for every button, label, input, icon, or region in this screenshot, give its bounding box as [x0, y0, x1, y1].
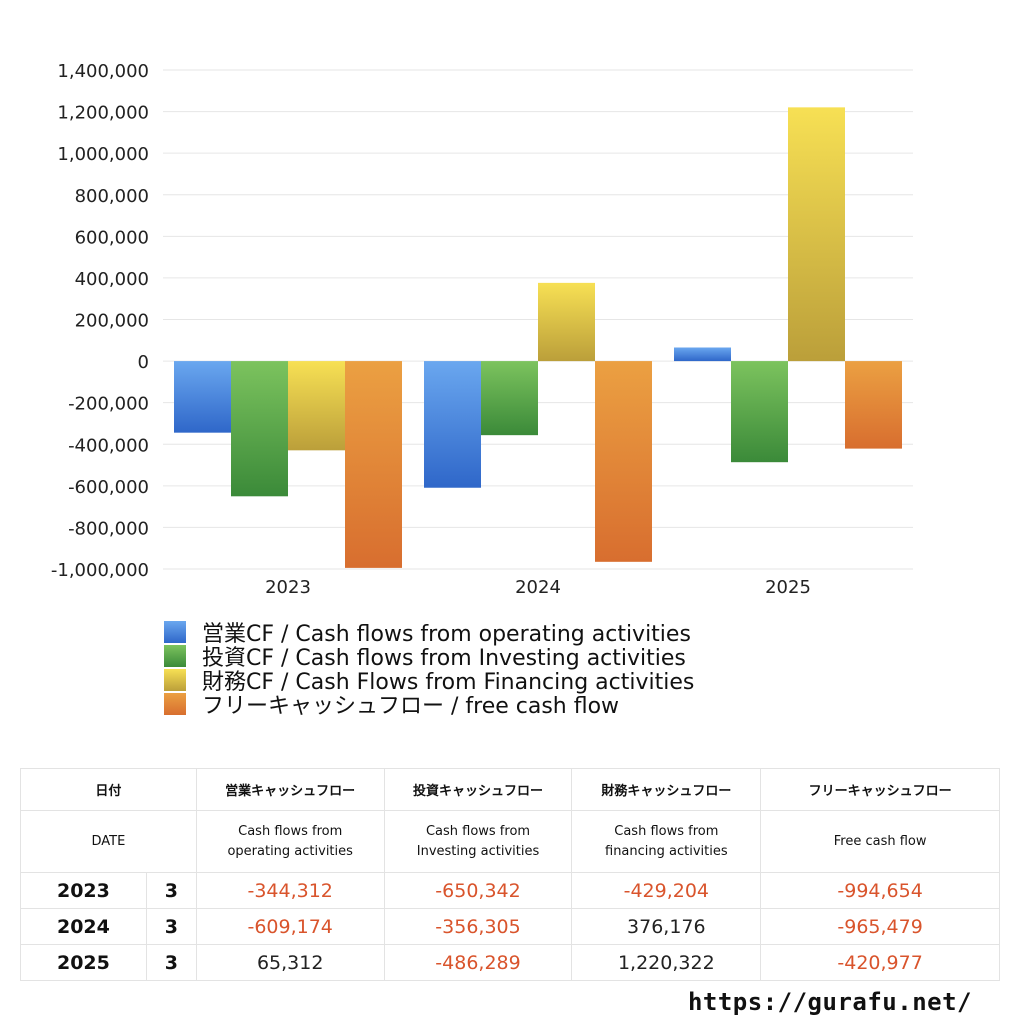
table-row: 2025 3 65,312 -486,289 1,220,322 -420,97…	[20, 944, 1000, 981]
cash-flow-table: 日付 営業キャッシュフロー 投資キャッシュフロー 財務キャッシュフロー フリーキ…	[20, 768, 1000, 981]
row-year: 2024	[20, 908, 147, 945]
header-free-cash-flow-ja: フリーキャッシュフロー	[760, 768, 1000, 811]
y-tick-label: 1,000,000	[57, 144, 149, 165]
bar	[481, 361, 538, 436]
legend-label-free-cash-flow: フリーキャッシュフロー / free cash flow	[202, 694, 620, 719]
x-tick-label: 2023	[265, 577, 311, 598]
table-row: 2023 3 -344,312 -650,342 -429,204 -994,6…	[20, 872, 1000, 909]
header-operating-en-line1: Cash flows from	[238, 823, 343, 839]
row-operating: -609,174	[195, 908, 385, 945]
row-month: 3	[145, 908, 197, 945]
bar	[538, 282, 595, 362]
y-tick-label: 1,400,000	[57, 61, 149, 82]
x-tick-label: 2024	[515, 577, 561, 598]
header-investing-en-line2: Investing activities	[416, 843, 540, 859]
header-financing-en: Cash flows from financing activities	[571, 810, 762, 873]
row-year: 2025	[20, 944, 147, 981]
header-date-en: DATE	[20, 810, 197, 873]
header-financing-en-line1: Cash flows from	[614, 823, 719, 839]
legend-swatch-operating	[164, 621, 186, 643]
bar	[231, 361, 288, 497]
header-free-cash-flow-en: Free cash flow	[760, 810, 1000, 873]
legend-label-financing: 財務CF / Cash Flows from Financing activit…	[202, 670, 695, 695]
row-free-cash-flow: -994,654	[760, 872, 1000, 909]
legend-swatch-free-cash-flow	[164, 693, 186, 715]
bar	[345, 361, 402, 568]
header-operating-en-line2: operating activities	[227, 843, 353, 859]
header-operating-ja: 営業キャッシュフロー	[195, 768, 385, 811]
row-month: 3	[145, 944, 197, 981]
y-tick-label: 0	[138, 352, 149, 373]
site-url: https://gurafu.net/	[687, 988, 972, 1016]
bar	[731, 361, 788, 463]
row-financing: 1,220,322	[571, 944, 762, 981]
row-year: 2023	[20, 872, 147, 909]
header-financing-en-line2: financing activities	[605, 843, 728, 859]
y-tick-label: -600,000	[68, 477, 149, 498]
bar	[424, 361, 481, 488]
header-investing-en: Cash flows from Investing activities	[383, 810, 573, 873]
bar	[674, 347, 731, 362]
bar	[174, 361, 231, 433]
row-financing: -429,204	[571, 872, 762, 909]
chart-legend: 営業CF / Cash flows from operating activit…	[164, 620, 694, 719]
y-tick-label: -400,000	[68, 435, 149, 456]
row-operating: -344,312	[195, 872, 385, 909]
legend-item-investing: 投資CF / Cash flows from Investing activit…	[164, 644, 694, 671]
x-tick-label: 2025	[765, 577, 811, 598]
bar	[788, 107, 845, 362]
legend-swatch-investing	[164, 645, 186, 667]
y-tick-label: -800,000	[68, 518, 149, 539]
cash-flow-bar-chart: 1,400,000 1,200,000 1,000,000 800,000 600,00…	[51, 61, 913, 598]
y-tick-label: -1,000,000	[51, 560, 149, 581]
row-investing: -650,342	[383, 872, 573, 909]
legend-label-operating: 営業CF / Cash flows from operating activit…	[202, 622, 691, 647]
legend-item-financing: 財務CF / Cash Flows from Financing activit…	[164, 668, 694, 695]
y-tick-label: -200,000	[68, 394, 149, 415]
header-investing-en-line1: Cash flows from	[425, 823, 531, 839]
header-date-ja: 日付	[20, 768, 197, 811]
y-tick-label: 200,000	[75, 311, 149, 332]
bar	[845, 361, 902, 449]
bar	[595, 361, 652, 562]
legend-swatch-financing	[164, 669, 186, 691]
row-free-cash-flow: -965,479	[760, 908, 1000, 945]
table-header-row-en: DATE Cash flows from operating activities…	[20, 810, 1000, 873]
legend-label-investing: 投資CF / Cash flows from Investing activit…	[202, 646, 686, 671]
row-investing: -486,289	[383, 944, 573, 981]
legend-item-operating: 営業CF / Cash flows from operating activit…	[164, 620, 694, 647]
bar	[288, 361, 345, 451]
row-operating: 65,312	[195, 944, 385, 981]
y-tick-label: 800,000	[75, 186, 149, 207]
y-tick-label: 600,000	[75, 227, 149, 248]
row-month: 3	[145, 872, 197, 909]
table-row: 2024 3 -609,174 -356,305 376,176 -965,47…	[20, 908, 1000, 945]
row-free-cash-flow: -420,977	[760, 944, 1000, 981]
y-tick-label: 400,000	[75, 269, 149, 290]
y-tick-label: 1,200,000	[57, 103, 149, 124]
header-operating-en: Cash flows from operating activities	[195, 810, 385, 873]
table-header-row-ja: 日付 営業キャッシュフロー 投資キャッシュフロー 財務キャッシュフロー フリーキ…	[20, 768, 1000, 811]
row-financing: 376,176	[571, 908, 762, 945]
legend-item-free-cash-flow: フリーキャッシュフロー / free cash flow	[164, 692, 694, 719]
row-investing: -356,305	[383, 908, 573, 945]
header-financing-ja: 財務キャッシュフロー	[571, 768, 762, 811]
header-investing-ja: 投資キャッシュフロー	[383, 768, 573, 811]
